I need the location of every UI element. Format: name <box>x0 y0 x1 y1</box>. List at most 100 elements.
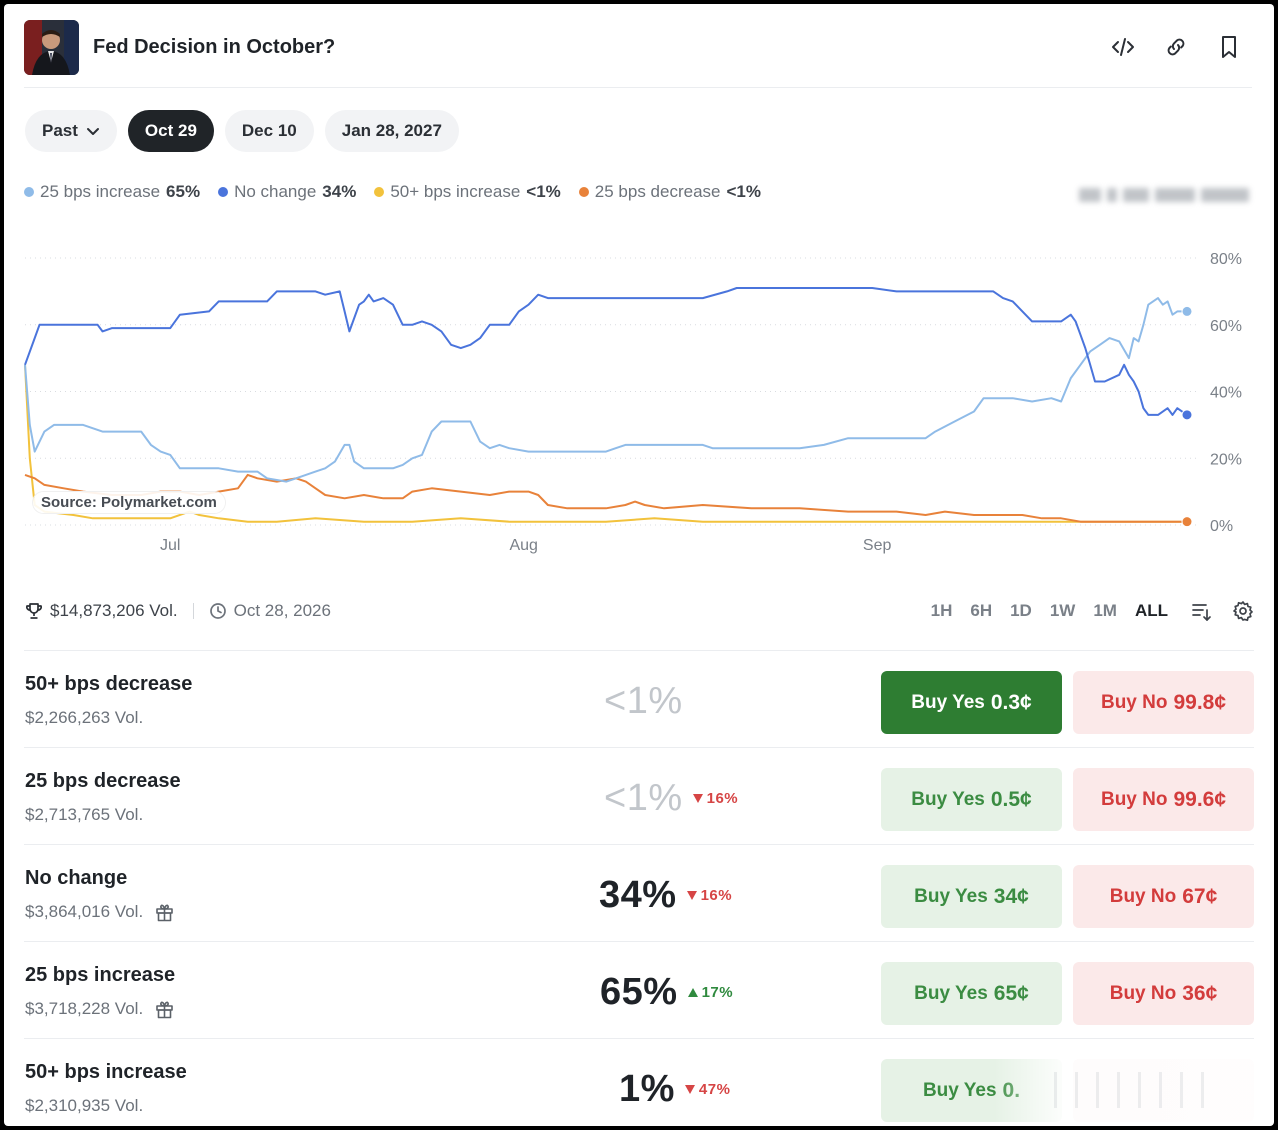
buy-no-label: Buy No <box>1109 885 1177 907</box>
tab-jan-28-2027[interactable]: Jan 28, 2027 <box>324 110 459 152</box>
outcome-row[interactable]: 50+ bps increase $2,310,935 Vol. 1% 47% … <box>24 1038 1254 1126</box>
embed-code-icon[interactable] <box>1109 34 1136 61</box>
legend-item: 25 bps increase 65% <box>24 182 200 202</box>
legend-dot <box>578 187 589 197</box>
buy-yes-button[interactable]: Buy Yes 65¢ <box>881 962 1062 1025</box>
settings-gear-icon[interactable] <box>1232 600 1254 622</box>
outcome-probability: 34% <box>599 873 677 916</box>
legend-dot <box>374 187 385 197</box>
legend-label: No change <box>234 182 317 201</box>
change-value: 16% <box>706 789 739 807</box>
x-tick-label: Sep <box>863 537 892 554</box>
tab-label: Oct 29 <box>144 121 197 140</box>
buy-no-button[interactable]: Buy No 99.6¢ <box>1073 768 1254 831</box>
y-tick-label: 0% <box>1210 518 1233 535</box>
chart-legend: 25 bps increase 65% No change 34% 50+ bp… <box>24 182 761 202</box>
probability-change: 47% <box>684 1080 731 1098</box>
gift-icon[interactable] <box>155 903 174 922</box>
market-title: Fed Decision in October? <box>93 35 336 58</box>
outcome-name: No change <box>25 867 128 889</box>
outcome-row[interactable]: 50+ bps decrease $2,266,263 Vol. <1% Buy… <box>24 650 1254 747</box>
tab-label: Past <box>42 121 78 140</box>
series-end-dot <box>1181 409 1193 421</box>
buy-yes-price: 65¢ <box>993 981 1029 1005</box>
buy-yes-price: 0.3¢ <box>990 690 1032 714</box>
probability-change: 17% <box>687 983 734 1001</box>
buy-no-label: Buy No <box>1109 982 1177 1004</box>
buy-yes-button[interactable]: Buy Yes 0.3¢ <box>881 671 1062 734</box>
clock-icon <box>209 602 227 620</box>
buy-yes-price: 34¢ <box>993 884 1029 908</box>
time-range-selector: 1H 6H 1D 1W 1M ALL <box>931 600 1254 622</box>
legend-value: <1% <box>526 182 561 201</box>
y-tick-label: 40% <box>1210 385 1242 402</box>
tab-oct-29[interactable]: Oct 29 <box>127 110 214 152</box>
series-line-50-bps-increase <box>24 364 1187 523</box>
link-icon[interactable] <box>1162 34 1189 61</box>
header-divider <box>24 87 1252 88</box>
change-value: 47% <box>698 1080 731 1098</box>
buy-no-button[interactable] <box>1073 1059 1254 1122</box>
range-1w[interactable]: 1W <box>1049 601 1076 620</box>
outcome-name: 50+ bps increase <box>25 1061 187 1083</box>
range-1h[interactable]: 1H <box>930 601 953 620</box>
legend-label: 25 bps decrease <box>594 182 721 201</box>
price-history-chart: 80% 60% 40% 20% 0% Jul Aug Sep <box>24 251 1242 554</box>
legend-item: 25 bps decrease <1% <box>578 182 761 202</box>
market-card: Fed Decision in October? Past Oct 29 Dec… <box>4 4 1274 1126</box>
buy-yes-button[interactable]: Buy Yes 0.5¢ <box>881 768 1062 831</box>
date-tabs: Past Oct 29 Dec 10 Jan 28, 2027 <box>25 110 459 152</box>
buy-yes-label: Buy Yes <box>914 982 988 1004</box>
series-line-25-bps-increase <box>24 297 1187 483</box>
buy-no-label: Buy No <box>1100 788 1168 810</box>
outcome-row[interactable]: 25 bps increase $3,718,228 Vol. 65% 17% … <box>24 941 1254 1038</box>
outcome-volume: $2,713,765 Vol. <box>25 805 144 824</box>
market-avatar <box>24 19 79 75</box>
bookmark-icon[interactable] <box>1215 34 1242 61</box>
x-tick-label: Jul <box>160 537 180 554</box>
range-1d[interactable]: 1D <box>1010 601 1032 620</box>
buy-no-button[interactable]: Buy No 36¢ <box>1073 962 1254 1025</box>
buy-no-price: 36¢ <box>1182 981 1218 1005</box>
outcome-probability: 1% <box>619 1067 675 1110</box>
range-1m[interactable]: 1M <box>1093 601 1117 620</box>
buy-yes-label: Buy Yes <box>914 885 988 907</box>
range-6h[interactable]: 6H <box>970 601 993 620</box>
legend-dot <box>24 187 34 197</box>
legend-dot <box>218 187 229 197</box>
buy-yes-price: 0.5¢ <box>990 787 1032 811</box>
y-tick-label: 60% <box>1210 318 1242 335</box>
outcome-probability: <1% <box>604 679 683 722</box>
outcome-probability: 65% <box>600 970 678 1013</box>
outcome-volume: $3,718,228 Vol. <box>25 999 144 1018</box>
triangle-down-icon <box>684 1084 695 1094</box>
legend-value: <1% <box>726 182 761 201</box>
outcome-probability: <1% <box>604 776 683 819</box>
series-line-no-change <box>24 287 1188 416</box>
buy-yes-button[interactable]: Buy Yes 0. <box>881 1059 1062 1122</box>
change-value: 17% <box>701 983 734 1001</box>
outcome-row[interactable]: No change $3,864,016 Vol. 34% 16% Buy Ye… <box>24 844 1254 941</box>
buy-yes-label: Buy Yes <box>911 691 985 713</box>
series-end-dot <box>1181 516 1193 528</box>
outcome-row[interactable]: 25 bps decrease $2,713,765 Vol. <1% 16% … <box>24 747 1254 844</box>
sort-icon[interactable] <box>1190 600 1212 622</box>
tab-label: Dec 10 <box>241 121 297 140</box>
buy-no-button[interactable]: Buy No 99.8¢ <box>1073 671 1254 734</box>
tab-dec-10[interactable]: Dec 10 <box>224 110 314 152</box>
series-end-dot <box>1181 305 1193 317</box>
chart-source-label: Source: Polymarket.com <box>33 492 225 513</box>
gift-icon[interactable] <box>155 1000 174 1019</box>
tab-past[interactable]: Past <box>25 110 117 152</box>
buy-no-price: 67¢ <box>1182 884 1218 908</box>
range-all[interactable]: ALL <box>1134 601 1168 620</box>
legend-value: 65% <box>166 182 201 201</box>
buy-yes-label: Buy Yes <box>911 788 985 810</box>
outcome-volume: $2,310,935 Vol. <box>25 1096 144 1115</box>
buy-no-button[interactable]: Buy No 67¢ <box>1073 865 1254 928</box>
legend-item: 50+ bps increase <1% <box>374 182 561 202</box>
buy-yes-button[interactable]: Buy Yes 34¢ <box>881 865 1062 928</box>
y-tick-label: 20% <box>1210 451 1242 468</box>
probability-change: 16% <box>692 789 739 807</box>
market-stats: $14,873,206 Vol. Oct 28, 2026 1H 6H 1D 1… <box>25 598 1254 624</box>
